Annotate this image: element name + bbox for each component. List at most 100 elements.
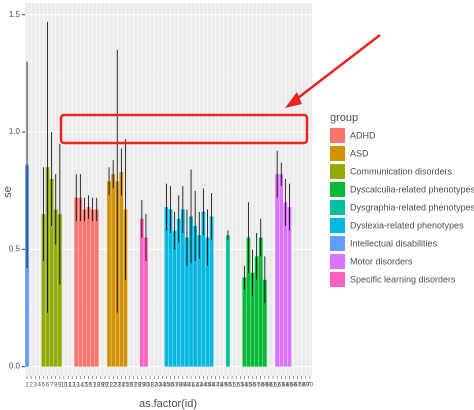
x-axis-label: as.factor(id) (139, 398, 197, 410)
bar (53, 209, 58, 367)
x-tick-label: 14 (77, 383, 84, 389)
bar (209, 216, 214, 367)
bar (86, 207, 91, 367)
bar (58, 214, 62, 367)
x-tick-label: 11 (65, 383, 72, 389)
x-tick-label: 4 (38, 383, 42, 389)
x-tick-label: 10 (61, 383, 68, 389)
x-tick-label: 58 (257, 383, 264, 389)
x-tick-label: 53 (237, 383, 244, 389)
x-tick-label: 20 (102, 383, 109, 389)
x-tick-label: 57 (253, 383, 260, 389)
x-tick-label: 39 (180, 383, 187, 389)
x-tick-label: 22 (110, 383, 117, 389)
bar (283, 202, 288, 367)
legend-key (330, 182, 345, 197)
y-tick-label: 0.5 (9, 244, 21, 253)
x-tick-label: 44 (200, 383, 207, 389)
legend-label: Motor disorders (350, 256, 413, 266)
x-tick-label: 66 (290, 383, 297, 389)
arrow-head (285, 92, 302, 108)
bar (74, 197, 79, 367)
legend-key (330, 200, 345, 215)
x-tick-label: 37 (171, 383, 178, 389)
x-tick-label: 64 (282, 383, 289, 389)
bar (181, 209, 185, 367)
x-tick-label: 47 (212, 383, 219, 389)
x-tick-label: 62 (274, 383, 281, 389)
x-tick-label: 30 (143, 383, 150, 389)
bar (254, 256, 259, 367)
bar (49, 178, 54, 367)
x-tick-label: 70 (307, 383, 314, 389)
bar (193, 225, 197, 367)
x-tick-label: 6 (46, 383, 50, 389)
legend-label: Dysgraphia-related phenotypes (350, 202, 474, 212)
bar (226, 235, 230, 367)
legend-label: Communication disorders (350, 166, 453, 176)
legend-label: Specific learning disorders (350, 274, 456, 284)
x-tick-label: 35 (163, 383, 170, 389)
x-tick-label: 34 (159, 383, 166, 389)
x-tick-label: 50 (225, 383, 232, 389)
x-tick-label: 38 (175, 383, 182, 389)
bar (144, 237, 148, 367)
legend-label: ASD (350, 148, 369, 158)
x-tick-label: 32 (151, 383, 158, 389)
bar (250, 272, 255, 367)
x-tick-label: 63 (278, 383, 285, 389)
x-tick-label: 61 (270, 383, 277, 389)
x-tick-label: 24 (118, 383, 125, 389)
x-tick-label: 65 (286, 383, 293, 389)
legend-label: ADHD (350, 130, 376, 140)
bar (107, 181, 111, 367)
bar (279, 174, 284, 367)
x-tick-label: 17 (89, 383, 96, 389)
bar (275, 174, 279, 367)
bar (119, 171, 124, 367)
bar (176, 218, 181, 367)
x-tick-label: 68 (298, 383, 305, 389)
x-tick-label: 25 (122, 383, 129, 389)
legend-key (330, 218, 345, 233)
x-tick-label: 26 (126, 383, 133, 389)
x-tick-label: 1 (25, 383, 29, 389)
bar (82, 209, 87, 367)
x-tick-label: 45 (204, 383, 211, 389)
y-tick-label: 0.0 (9, 362, 21, 371)
x-tick-label: 36 (167, 383, 174, 389)
x-tick-label: 8 (54, 383, 58, 389)
x-tick-label: 7 (50, 383, 54, 389)
x-tick-label: 19 (98, 383, 105, 389)
y-axis-label: se (2, 186, 14, 198)
bar (111, 174, 115, 367)
legend: ADHD ASD Communication disorders Dyscalculi… (330, 128, 474, 287)
bar (205, 237, 210, 367)
legend-key (330, 236, 345, 251)
x-tick-label: 49 (221, 383, 228, 389)
bar (263, 279, 267, 367)
bar (246, 237, 251, 367)
bar (287, 207, 292, 367)
x-tick-label: 16 (85, 383, 92, 389)
bar (242, 277, 247, 367)
legend-label: Intellectual disabilities (350, 238, 438, 248)
x-tick-label: 48 (216, 383, 223, 389)
x-tick-label: 51 (229, 383, 236, 389)
legend-key (330, 272, 345, 287)
bar (172, 230, 177, 367)
x-tick-label: 31 (147, 383, 154, 389)
bar (168, 209, 173, 367)
x-tick-label: 41 (188, 383, 195, 389)
y-tick-label: 1.5 (9, 10, 21, 19)
x-tick-label: 54 (241, 383, 248, 389)
bar (41, 214, 46, 367)
x-tick-label: 69 (303, 383, 310, 389)
x-tick-label: 33 (155, 383, 162, 389)
bar (185, 237, 189, 367)
x-tick-label: 52 (233, 383, 240, 389)
bar (94, 209, 99, 367)
y-tick-label: 1.0 (9, 127, 21, 136)
bar (258, 237, 263, 367)
